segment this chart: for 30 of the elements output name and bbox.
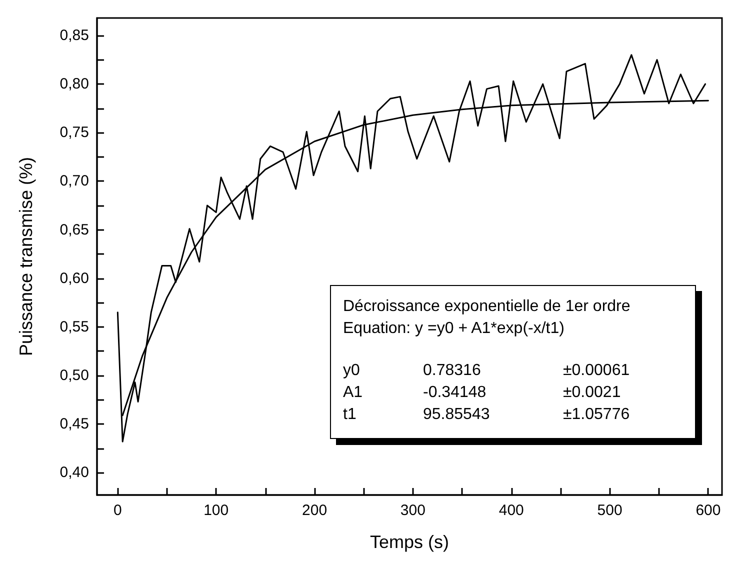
x-tick-label: 500: [597, 502, 622, 519]
annotation: 95.85543: [423, 405, 491, 425]
x-axis-title: Temps (s): [370, 532, 450, 552]
y-tick-label: 0,85: [60, 26, 89, 44]
y-tick-label: 0,60: [60, 270, 89, 287]
x-tick-label: 300: [400, 502, 426, 519]
annotation: Décroissance exponentielle de 1er ordre: [343, 297, 632, 317]
annotation: ±0.0021: [563, 383, 622, 403]
y-tick-label: 0,70: [60, 172, 89, 190]
y-tick-label: 0,55: [60, 318, 89, 336]
y-tick-label: 0,75: [60, 124, 89, 142]
annotation: y0: [343, 361, 361, 381]
annotation: A1: [343, 383, 364, 403]
y-tick-label: 0,50: [60, 367, 89, 384]
x-tick-label: 100: [204, 502, 229, 519]
annotation: ±1.05776: [563, 405, 631, 425]
y-tick-label: 0,45: [60, 416, 89, 433]
x-tick-label: 200: [302, 502, 328, 519]
y-axis-title: Puissance transmise (%): [16, 156, 36, 356]
y-tick-label: 0,65: [60, 221, 89, 238]
x-tick-label: 600: [696, 502, 721, 519]
x-tick-label: 0: [113, 502, 122, 519]
annotation: t1: [343, 405, 358, 425]
annotation: 0.78316: [423, 361, 482, 381]
y-tick-label: 0,40: [60, 464, 89, 482]
x-tick-label: 400: [498, 502, 524, 519]
annotation: -0.34148: [423, 383, 488, 403]
y-tick-label: 0,80: [60, 76, 89, 93]
annotation: Equation: y =y0 + A1*exp(-x/t1): [343, 319, 566, 339]
annotation: ±0.00061: [563, 361, 631, 381]
